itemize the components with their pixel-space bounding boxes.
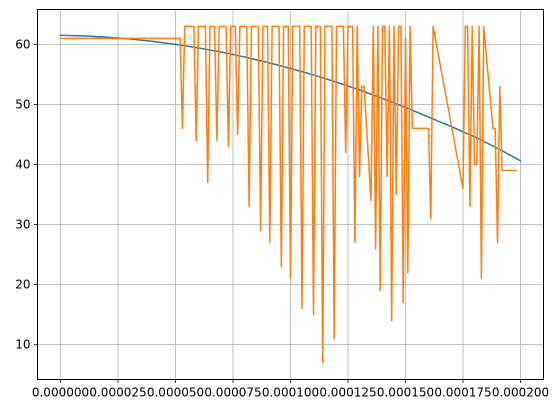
- y-axis: 10 20 30 40 50 60: [15, 37, 38, 352]
- x-tick-label: 0.000075: [204, 386, 261, 400]
- x-tick-label: 0.000100: [262, 386, 319, 400]
- x-tick-label: 0.000150: [377, 386, 434, 400]
- y-tick-label: 20: [15, 278, 30, 292]
- y-tick-label: 30: [15, 218, 30, 232]
- series-layer: [59, 25, 522, 364]
- grid: [37, 9, 544, 380]
- x-tick-label: 0.000125: [319, 386, 376, 400]
- y-tick-label: 40: [15, 157, 30, 171]
- x-tick-label: 0.000200: [492, 386, 549, 400]
- x-tick-label: 0.000050: [147, 386, 204, 400]
- y-tick-label: 60: [15, 37, 30, 51]
- x-axis: 0.000000 0.000025 0.000050 0.000075 0.000100…: [32, 379, 549, 400]
- series-line-1: [59, 34, 522, 162]
- x-tick-label: 0.000025: [89, 386, 146, 400]
- series-line-2: [59, 25, 517, 364]
- y-tick-label: 10: [15, 338, 30, 352]
- x-tick-label: 0.000175: [434, 386, 491, 400]
- x-tick-label: 0.000000: [32, 386, 89, 400]
- y-tick-label: 50: [15, 97, 30, 111]
